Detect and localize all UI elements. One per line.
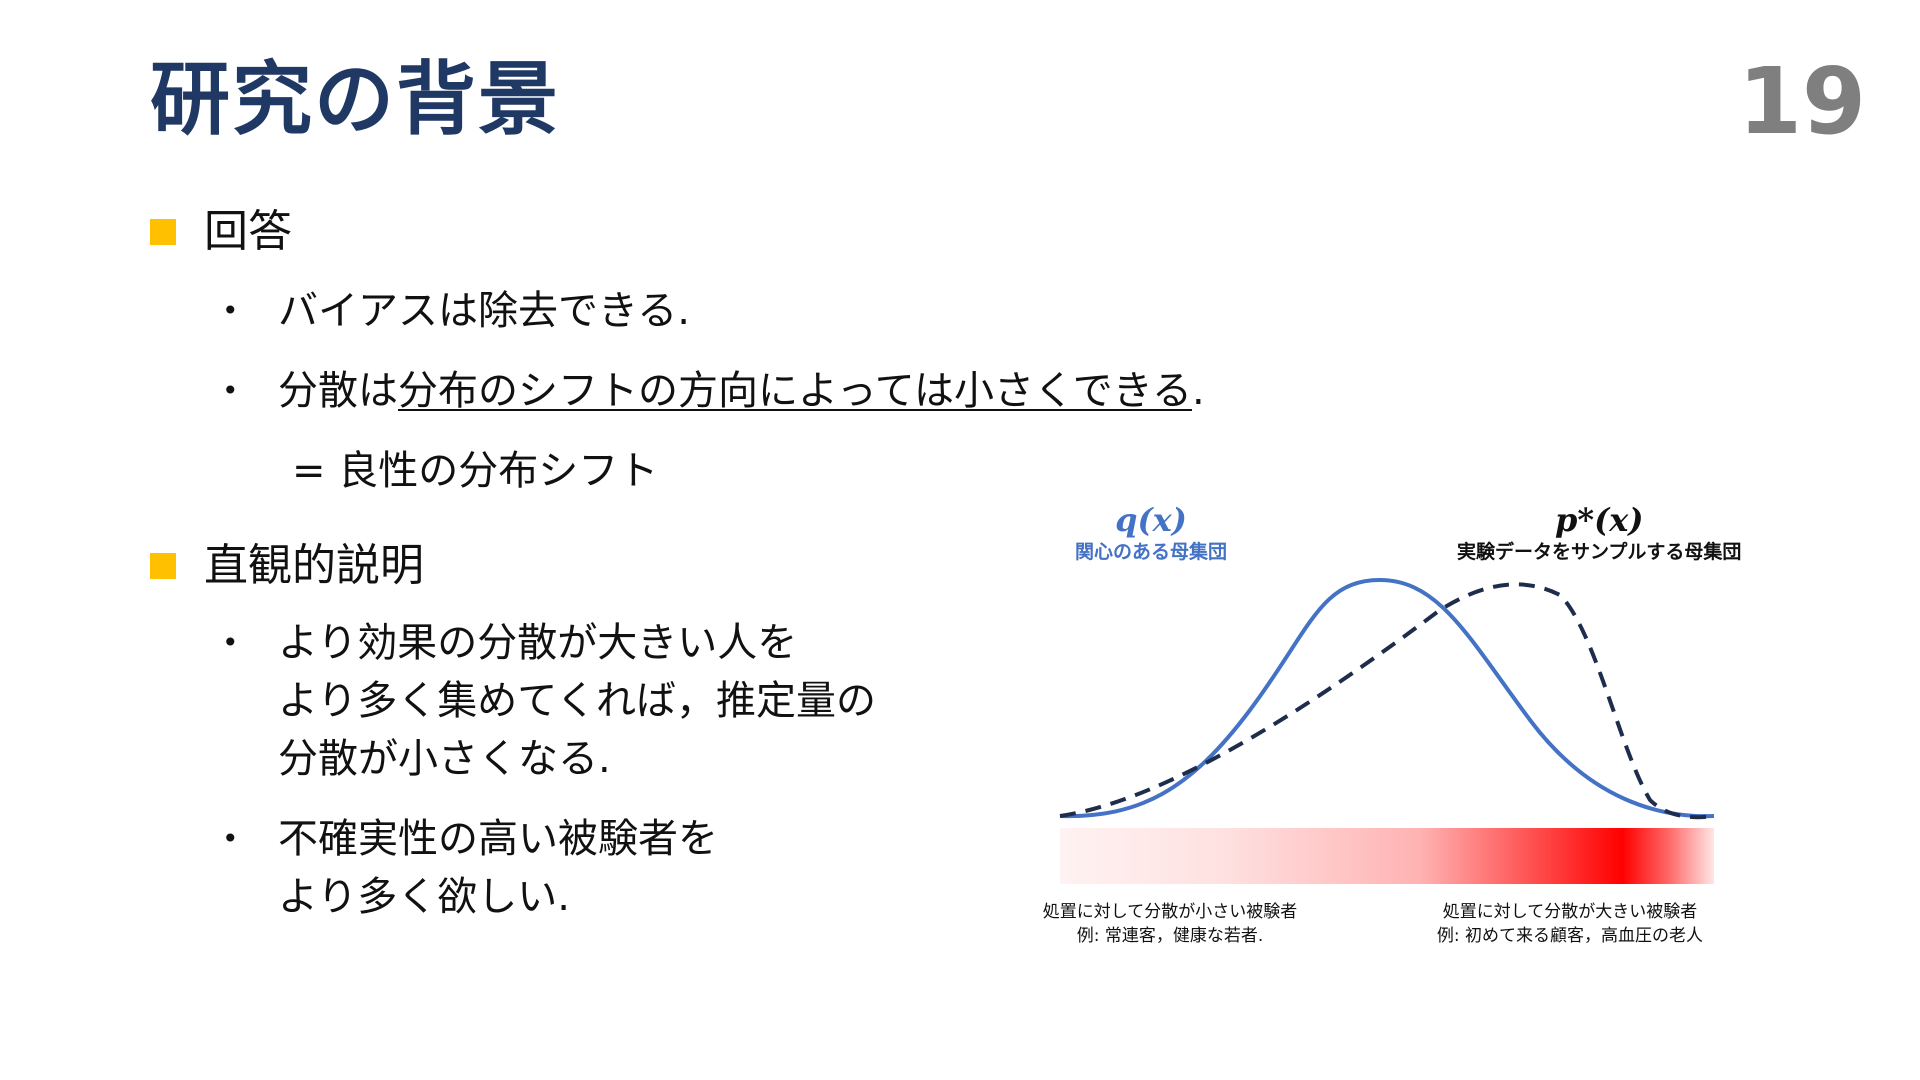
bullet-dot-icon: • [222, 626, 239, 659]
answer-bullet-2-text: 分散は分布のシフトの方向によっては小さくできる. [278, 362, 1205, 420]
answer-bullet-1-text: バイアスは除去できる. [278, 288, 690, 334]
benign-shift-note: = 良性の分布シフト [292, 448, 659, 494]
intuition-heading: 直観的説明 [204, 540, 424, 591]
q-math-label: q(x) [1115, 501, 1187, 539]
intuition-bullet-2: • 不確実性の高い被験者を より多く欲しい. [222, 810, 718, 926]
intuition-section: 直観的説明 [150, 544, 424, 588]
low-variance-caption: 処置に対して分散が小さい被験者 例: 常連客，健康な若者. [1042, 902, 1298, 946]
intuition-bullet-1-text: より効果の分散が大きい人を より多く集めてくれば，推定量の 分散が小さくなる. [278, 620, 876, 782]
distribution-figure: q(x) 関心のある母集団 p*(x) 実験データをサンプルする母集団 処置に対… [1020, 500, 1750, 960]
p-label: p*(x) 実験データをサンプルする母集団 [1457, 500, 1741, 564]
bullet-dot-icon: • [222, 374, 239, 407]
answer-bullet-2: • 分散は分布のシフトの方向によっては小さくできる. [222, 362, 1205, 420]
q-label: q(x) 関心のある母集団 [1075, 500, 1227, 564]
distribution-plot [1059, 577, 1715, 884]
intuition-heading-row: 直観的説明 [150, 544, 424, 588]
answer-bullet-1: • バイアスは除去できる. [222, 282, 690, 340]
p-math-label: p*(x) [1554, 501, 1644, 539]
variance-gradient-bar [1060, 828, 1714, 884]
q-caption: 関心のある母集団 [1075, 541, 1228, 563]
answer-bullet-2-suffix: . [1192, 368, 1205, 414]
page-number: 19 [1737, 48, 1866, 155]
answer-bullet-2-underlined: 分布のシフトの方向によっては小さくできる [398, 368, 1192, 414]
intuition-bullet-2-text: 不確実性の高い被験者を より多く欲しい. [278, 816, 718, 920]
square-bullet-icon [150, 553, 176, 579]
intuition-bullet-1: • より効果の分散が大きい人を より多く集めてくれば，推定量の 分散が小さくなる… [222, 614, 876, 788]
p-caption: 実験データをサンプルする母集団 [1457, 541, 1742, 563]
answer-heading: 回答 [204, 206, 292, 257]
answer-section: 回答 [150, 210, 292, 254]
p-density-curve [1059, 582, 1715, 820]
high-variance-caption: 処置に対して分散が大きい被験者 例: 初めて来る顧客，高血圧の老人 [1436, 902, 1704, 946]
square-bullet-icon [150, 219, 176, 245]
answer-bullet-2-prefix: 分散は [278, 368, 398, 414]
bullet-dot-icon: • [222, 822, 239, 855]
q-density-curve [1059, 577, 1715, 819]
bullet-dot-icon: • [222, 294, 239, 327]
answer-heading-row: 回答 [150, 210, 292, 254]
slide-title: 研究の背景 [150, 53, 560, 146]
